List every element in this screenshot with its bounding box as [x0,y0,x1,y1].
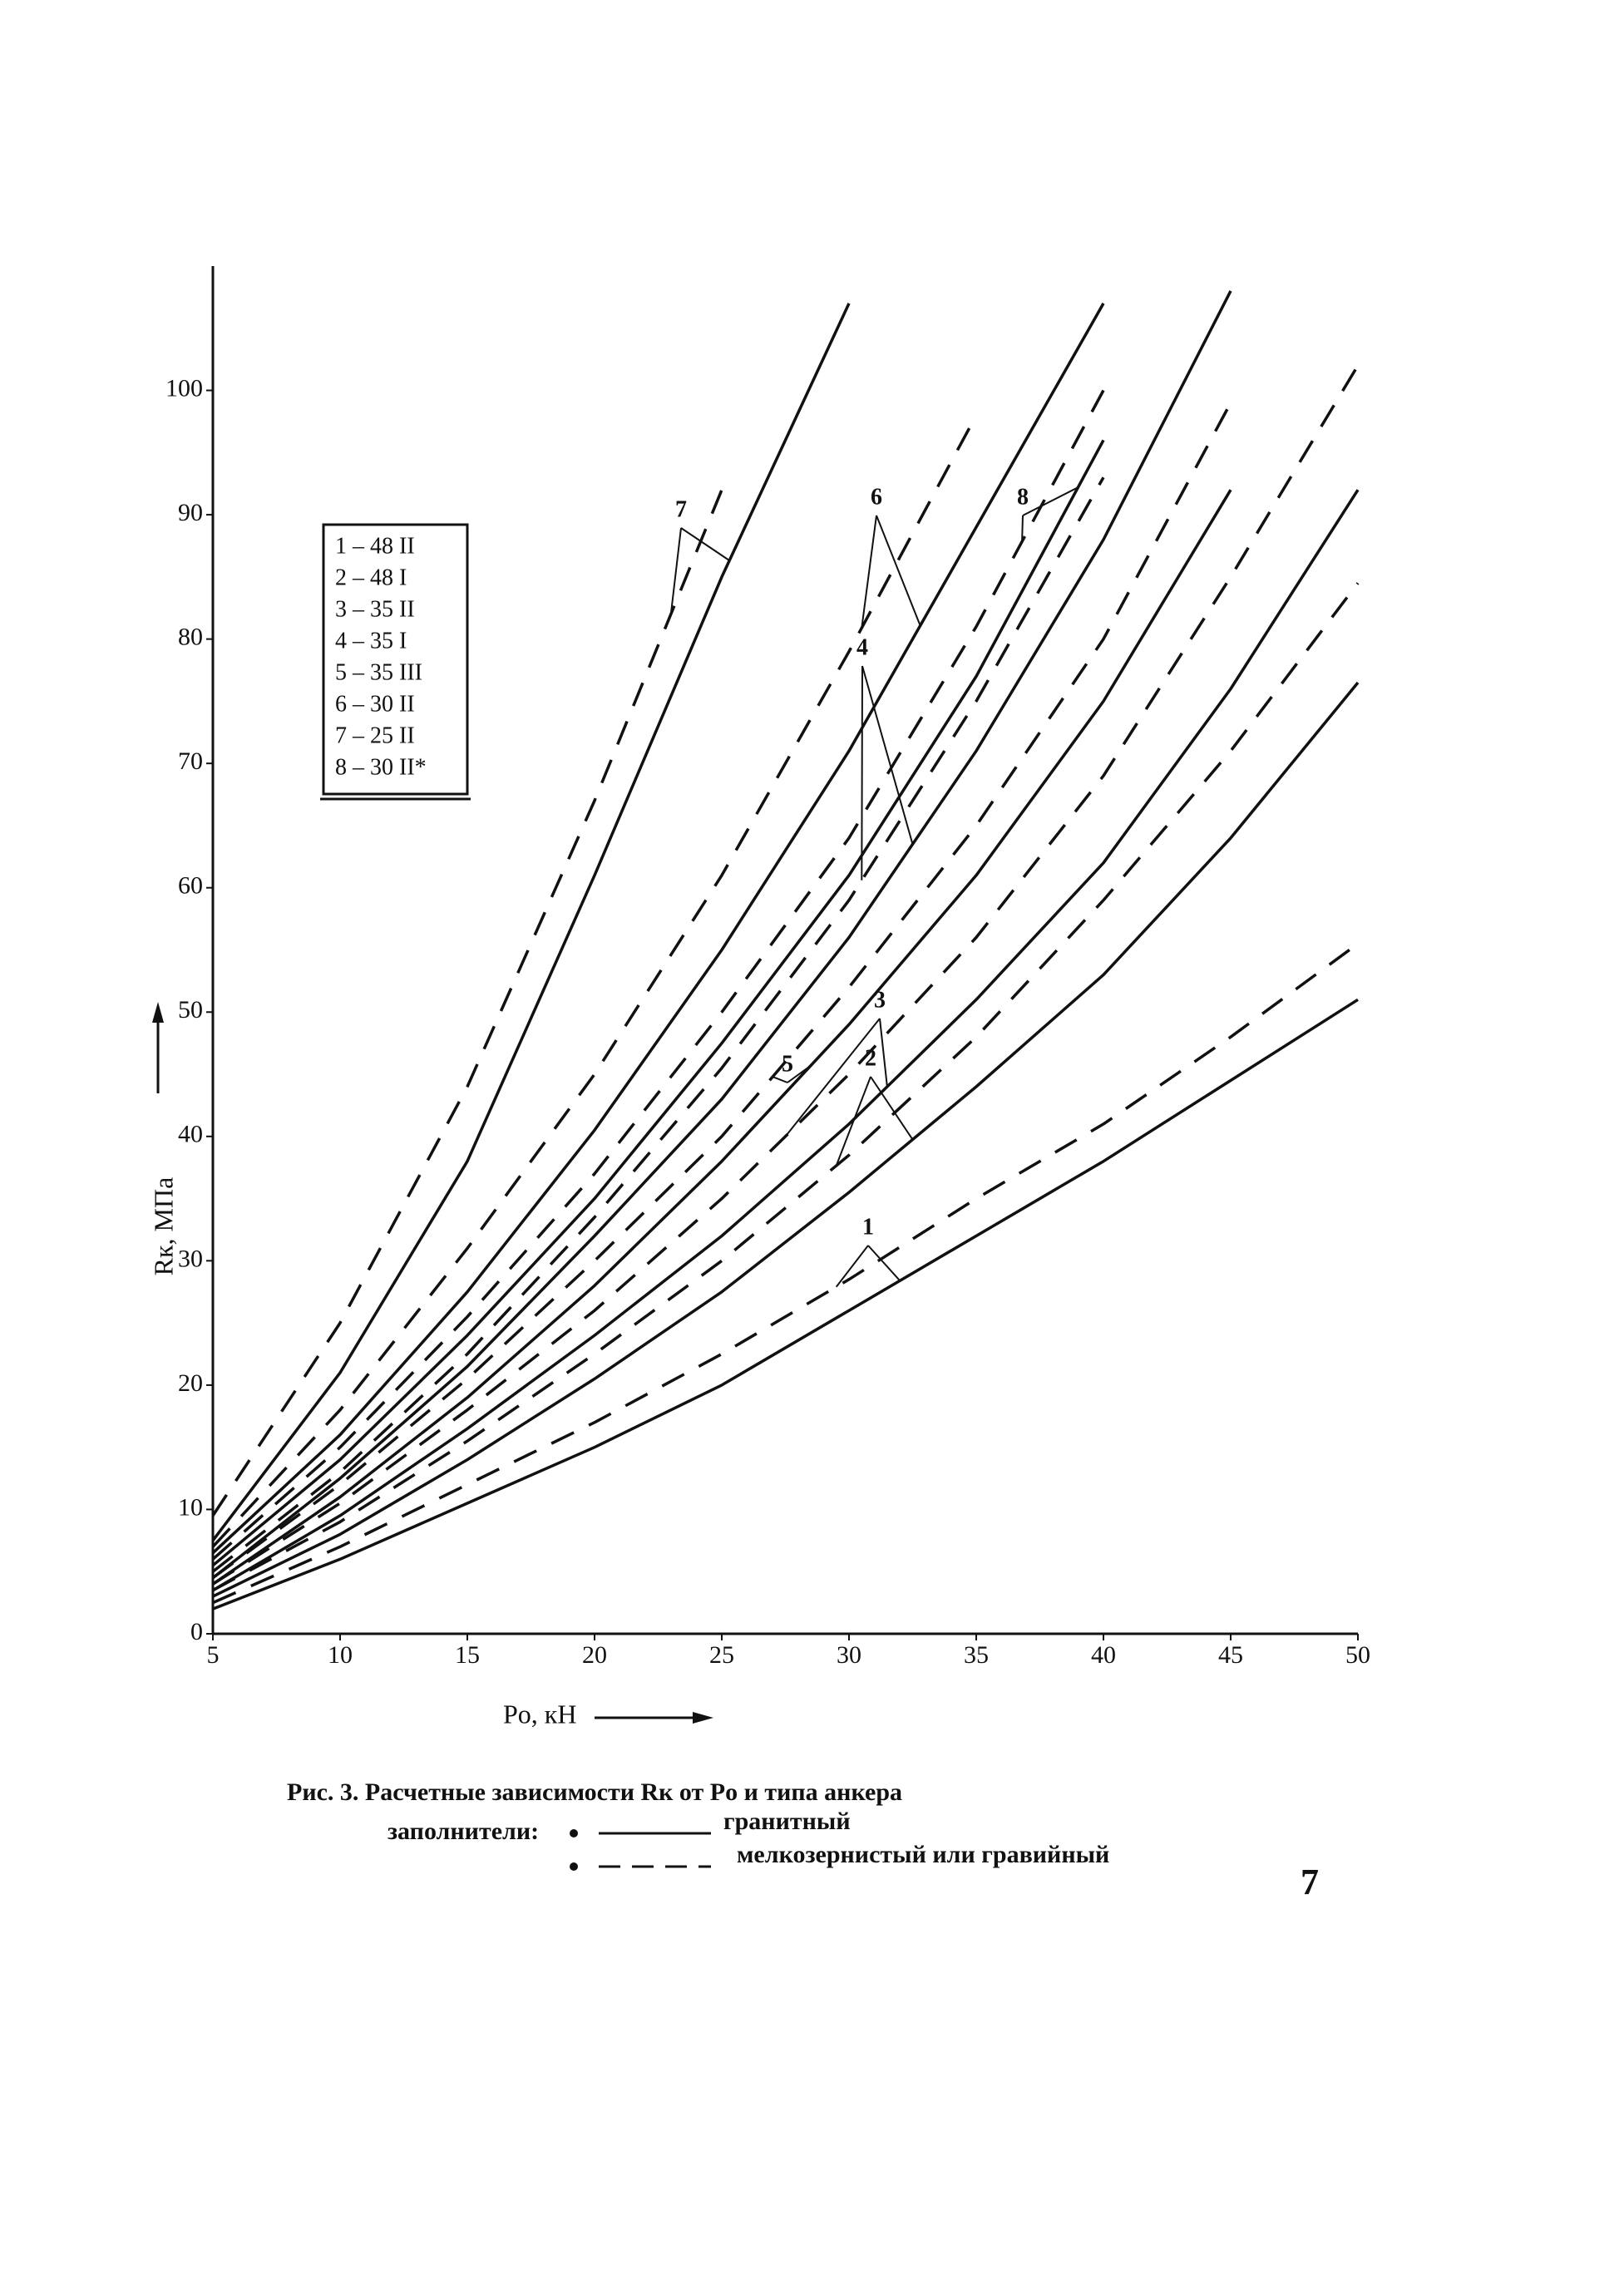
filler-bullet [570,1829,578,1837]
curve-label: 6 [871,484,882,510]
pointer-line [867,1245,901,1281]
curve [212,489,1360,1592]
legend-box [322,523,469,796]
pointer-line [876,515,921,626]
curve [211,414,978,1548]
pointer-line [787,1064,812,1083]
pointer-line [835,1076,871,1167]
curve [211,489,723,1517]
legend-entry: 8 – 30 II* [335,754,427,780]
curve [211,402,1232,1580]
x-tick-label: 5 [207,1641,220,1669]
legend-entry: 2 – 48 I [335,565,407,590]
legend-entry: 3 – 35 II [335,596,415,622]
curve-label: 7 [675,496,687,522]
fillers-legend: гранитный мелкозернистый или гравийный [570,1808,1109,1871]
curve [212,998,1359,1610]
curve-label: 4 [856,634,868,660]
y-tick-label: 60 [178,872,203,900]
curve [212,489,1232,1586]
x-arrow-head [693,1712,713,1724]
pointer-line [1021,515,1024,542]
pointer-line [861,665,863,880]
curve [211,476,1105,1573]
y-tick-label: 80 [178,624,203,651]
pointer-line [784,1018,881,1137]
curve [212,681,1360,1598]
x-tick-label: 10 [328,1641,353,1669]
x-axis-label: Pо, кН [503,1699,576,1729]
x-tick-label: 25 [709,1641,734,1669]
pointer-line [835,1245,869,1288]
caption-title: Рис. 3. Расчетные зависимости Rк от Pо и… [287,1778,902,1806]
curve-label: 2 [865,1045,876,1071]
legend-entry: 1 – 48 II [335,533,415,559]
curve-label: 5 [782,1051,793,1077]
filler-name: мелкозернистый или гравийный [737,1841,1109,1868]
x-tick-label: 20 [582,1641,607,1669]
x-tick-label: 40 [1091,1641,1116,1669]
curve [211,303,851,1541]
y-tick-label: 10 [178,1493,203,1521]
x-tick-label: 15 [455,1641,480,1669]
y-tick-label: 50 [178,996,203,1024]
y-tick-label: 70 [178,747,203,775]
x-tick-label: 30 [837,1641,861,1669]
y-tick-label: 20 [178,1369,203,1397]
x-tick-label: 45 [1218,1641,1243,1669]
curve-label: 1 [862,1214,874,1240]
y-axis-label: Rк, МПа [148,1177,178,1276]
legend-entry: 6 – 30 II [335,691,415,717]
pointer-line [680,527,730,561]
filler-bullet [570,1862,578,1871]
curve [211,389,1105,1561]
curve [211,303,1105,1555]
legend-entry: 4 – 35 I [335,628,407,654]
pointer-line [879,1018,888,1088]
pointer-line [870,1076,914,1141]
curve-label: 3 [874,987,886,1013]
pointer-line [861,665,914,845]
y-tick-label: 100 [165,374,203,402]
y-tick-label: 90 [178,499,203,526]
x-tick-label: 50 [1345,1641,1370,1669]
pointer-line [772,1076,788,1083]
pointer-line [669,527,682,614]
pointer-line [861,515,877,629]
legend-entry: 5 – 35 III [335,659,422,685]
page-number: 7 [1301,1862,1319,1902]
curve-label: 8 [1017,484,1029,510]
x-tick-label: 35 [964,1641,989,1669]
curve [212,942,1360,1605]
y-tick-label: 30 [178,1245,203,1272]
pointer-line [1022,486,1079,516]
legend-entry: 7 – 25 II [335,723,415,748]
filler-name: гранитный [723,1808,851,1835]
fillers-label: заполнители: [387,1818,539,1845]
curve [211,290,1232,1580]
y-tick-label: 40 [178,1121,203,1148]
y-tick-label: 0 [190,1618,203,1645]
legend: 1 – 48 II 2 – 48 I 3 – 35 II 4 – 35 I 5 – 35… [320,523,471,801]
curve [212,582,1360,1592]
curve [211,439,1105,1567]
y-arrow-head [152,1002,164,1023]
